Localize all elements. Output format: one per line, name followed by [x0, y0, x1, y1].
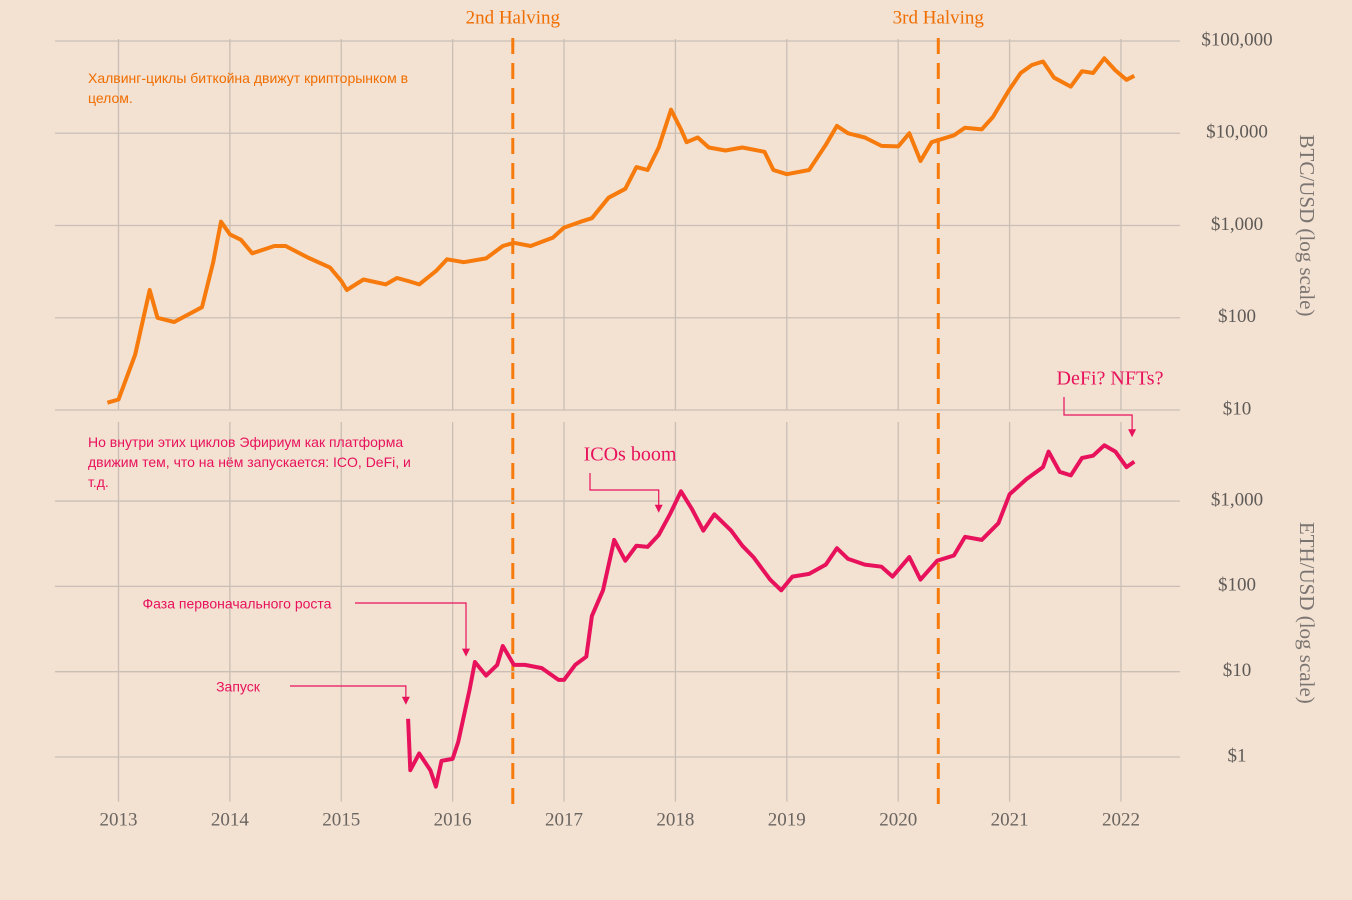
y-tick-label: $1,000	[1211, 489, 1263, 510]
price-line	[406, 443, 1136, 789]
price-line	[106, 56, 1136, 405]
x-tick-label: 2019	[768, 809, 806, 830]
x-tick-label: 2013	[99, 809, 137, 830]
note: Но внутри этих циклов Эфириум как платфо…	[88, 434, 411, 490]
note: Халвинг-циклы биткойна движут крипторынк…	[88, 70, 409, 106]
y-axis-title: BTC/USD (log scale)	[1295, 135, 1319, 317]
y-tick-label: $100,000	[1201, 29, 1272, 50]
x-tick-label: 2017	[545, 809, 583, 830]
y-tick-label: $1	[1228, 745, 1247, 766]
y-tick-label: $1,000	[1211, 214, 1263, 235]
y-axis-title: ETH/USD (log scale)	[1295, 522, 1319, 704]
annotation-arrow	[589, 473, 660, 507]
annotation: DeFi? NFTs?	[1057, 368, 1164, 390]
annotation-arrow	[355, 602, 467, 651]
x-tick-label: 2018	[656, 809, 694, 830]
x-tick-label: 2015	[322, 809, 360, 830]
annotation-arrow	[1063, 397, 1133, 432]
y-tick-label: $10	[1223, 398, 1252, 419]
arrow-head	[401, 696, 410, 705]
y-tick-label: $10,000	[1206, 122, 1268, 143]
halving-label: 2nd Halving	[466, 7, 561, 28]
halving-label: 3rd Halving	[893, 7, 985, 28]
annotation: ICOs boom	[584, 444, 677, 466]
y-tick-label: $100	[1218, 306, 1256, 327]
x-tick-label: 2016	[434, 809, 472, 830]
annotation-arrow	[290, 685, 407, 699]
arrow-head	[1128, 429, 1137, 438]
arrow-head	[462, 648, 471, 657]
y-tick-label: $10	[1223, 660, 1252, 681]
x-tick-label: 2021	[991, 809, 1029, 830]
y-tick-label: $100	[1218, 575, 1256, 596]
annotation: Запуск	[216, 679, 261, 695]
x-tick-label: 2014	[211, 809, 250, 830]
x-tick-label: 2020	[879, 809, 917, 830]
x-tick-label: 2022	[1102, 809, 1140, 830]
arrow-head	[654, 504, 663, 513]
annotation: Фаза первоначального роста	[143, 596, 332, 612]
